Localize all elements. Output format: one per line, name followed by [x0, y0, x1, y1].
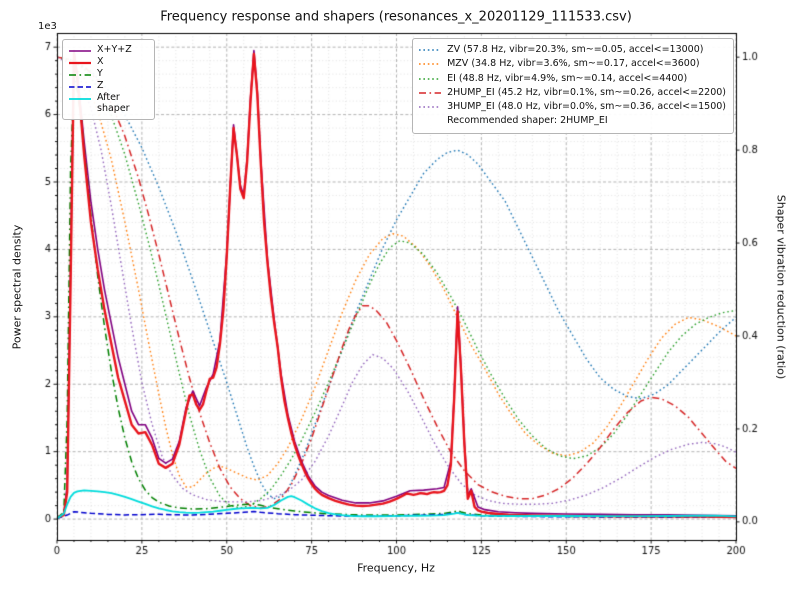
legend-item: X [68, 56, 147, 68]
y-right-axis-label: Shaper vibration reduction (ratio) [774, 194, 788, 380]
legend-item-label: Y [97, 67, 103, 79]
legend-line-sample [419, 106, 442, 108]
legend-line-sample [419, 63, 442, 65]
legend-line-sample [69, 50, 91, 52]
legend-item: EI (48.8 Hz, vibr=4.9%, sm~=0.14, accel<… [418, 72, 726, 86]
legend-item: 2HUMP_EI (45.2 Hz, vibr=0.1%, sm~=0.26, … [418, 86, 726, 100]
legend-item: X+Y+Z [68, 44, 147, 56]
legend-item: Recommended shaper: 2HUMP_EI [418, 114, 726, 128]
x-axis-label: Frequency, Hz [357, 561, 435, 575]
chart-title: Frequency response and shapers (resonanc… [160, 9, 632, 25]
legend-psd: X+Y+Z X Y Z After shaper [62, 39, 155, 121]
legend-item: MZV (34.8 Hz, vibr=3.6%, sm~=0.17, accel… [418, 57, 726, 71]
legend-item: After shaper [68, 92, 147, 116]
legend-line-sample [419, 77, 442, 80]
legend-item-label: Recommended shaper: 2HUMP_EI [447, 115, 608, 127]
legend-item-label: 2HUMP_EI (45.2 Hz, vibr=0.1%, sm~=0.26, … [447, 86, 726, 98]
legend-item: ZV (57.8 Hz, vibr=20.3%, sm~=0.05, accel… [418, 43, 726, 57]
legend-item-label: X+Y+Z [97, 44, 132, 55]
y-left-axis-label: Power spectral density [10, 224, 24, 350]
legend-item-label: X [97, 55, 104, 67]
legend-line-sample [69, 74, 91, 76]
legend-item-label: After shaper [97, 91, 130, 115]
legend-item: Z [68, 80, 147, 92]
legend-item-label: MZV (34.8 Hz, vibr=3.6%, sm~=0.17, accel… [447, 58, 700, 70]
legend-item: 3HUMP_EI (48.0 Hz, vibr=0.0%, sm~=0.36, … [418, 100, 726, 114]
legend-item-label: 3HUMP_EI (48.0 Hz, vibr=0.0%, sm~=0.36, … [447, 101, 726, 112]
legend-shapers: ZV (57.8 Hz, vibr=20.3%, sm~=0.05, accel… [412, 38, 734, 134]
legend-item: Y [68, 68, 147, 80]
legend-item-label: Z [97, 79, 104, 91]
legend-line-sample [419, 92, 442, 94]
legend-line-sample [69, 97, 91, 100]
legend-line-sample [69, 85, 91, 88]
axis-offset-text: 1e3 [38, 21, 57, 32]
legend-item-label: EI (48.8 Hz, vibr=4.9%, sm~=0.14, accel<… [447, 72, 688, 84]
legend-item-label: ZV (57.8 Hz, vibr=20.3%, sm~=0.05, accel… [447, 44, 704, 55]
legend-line-sample [419, 49, 442, 51]
legend-line-sample [418, 117, 442, 125]
legend-line-sample [69, 61, 91, 64]
